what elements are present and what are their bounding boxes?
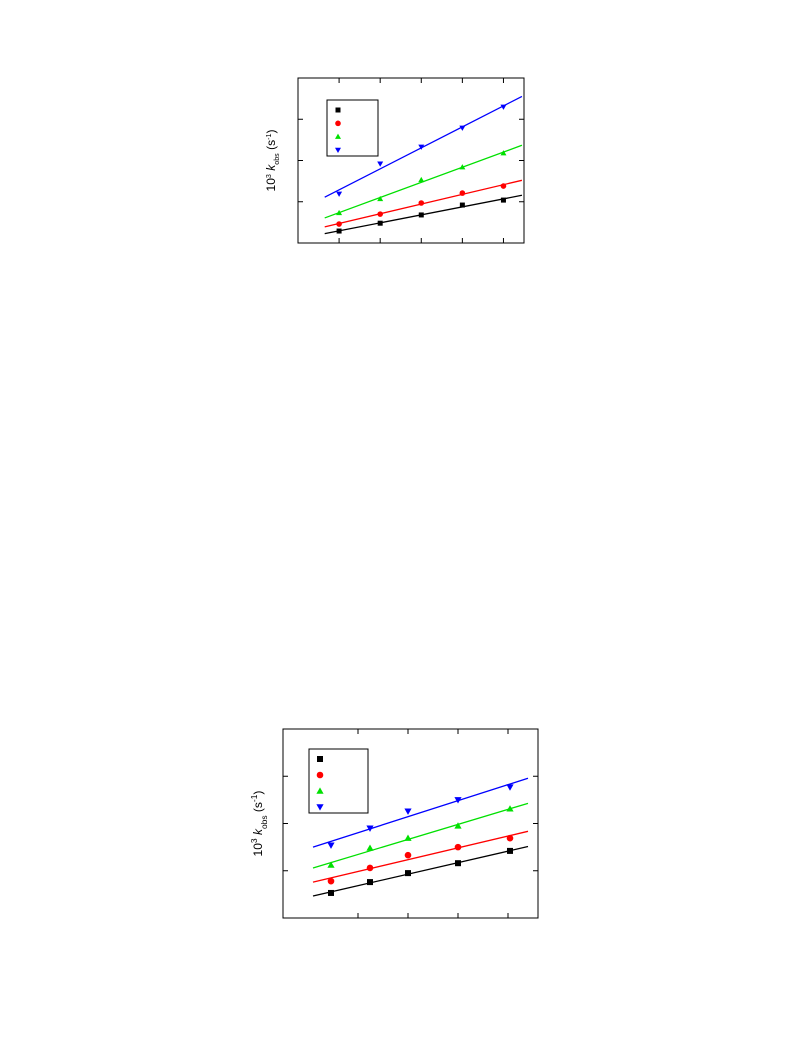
y-axis-label-part: 3: [265, 174, 273, 178]
data-point: [366, 864, 374, 872]
data-point: [455, 860, 461, 867]
data-point: [507, 847, 513, 854]
y-axis-label-part: -1: [249, 794, 259, 802]
data-point: [336, 228, 342, 234]
legend-marker: [335, 120, 341, 127]
y-axis-label: 103 kobs (s-1): [264, 130, 281, 192]
data-point: [500, 197, 506, 203]
data-point: [418, 212, 424, 218]
data-point: [459, 202, 465, 208]
data-point: [404, 834, 412, 841]
data-point: [459, 190, 466, 196]
legend: [326, 99, 379, 157]
data-point: [500, 183, 507, 189]
data-point: [366, 844, 374, 851]
data-point: [418, 144, 425, 150]
y-axis-label-part: 3: [249, 838, 259, 843]
data-point: [327, 842, 335, 849]
data-point: [367, 879, 373, 886]
y-axis-label-part: ): [264, 130, 278, 134]
data-point: [377, 220, 383, 226]
data-point: [506, 805, 514, 812]
y-axis-label-part: (s: [264, 140, 278, 153]
y-axis-label-part: k: [251, 828, 265, 838]
legend-marker: [335, 147, 341, 153]
data-point: [459, 125, 466, 131]
data-point: [405, 870, 411, 877]
data-point: [336, 209, 343, 216]
y-axis-label-part: 10: [251, 843, 265, 857]
data-point: [506, 834, 514, 842]
data-point: [327, 877, 335, 885]
y-axis-label-part: obs: [273, 153, 281, 165]
data-point: [454, 822, 462, 829]
data-point: [377, 195, 384, 202]
data-point: [500, 104, 507, 110]
y-axis-label: 103 kobs (s-1): [249, 791, 269, 857]
legend-marker: [316, 787, 324, 794]
legend-marker: [335, 133, 341, 139]
legend-marker: [317, 756, 323, 762]
data-point: [328, 889, 334, 896]
y-axis-label-part: k: [264, 164, 278, 174]
y-axis-label-part: 10: [264, 178, 278, 192]
fit-line: [312, 777, 529, 848]
y-axis-label-part: -1: [265, 134, 273, 140]
data-point: [377, 211, 383, 217]
data-point: [377, 161, 384, 167]
fit-line: [312, 802, 529, 869]
data-point: [418, 200, 425, 206]
y-axis-label-part: ): [251, 791, 265, 795]
data-point: [454, 843, 462, 851]
data-point: [459, 164, 466, 170]
y-axis-label-part: obs: [259, 815, 269, 829]
data-point: [454, 797, 462, 804]
data-point: [418, 176, 425, 183]
legend-marker: [316, 804, 324, 811]
data-point: [404, 808, 412, 815]
data-point: [336, 191, 343, 197]
data-point: [506, 784, 514, 791]
fit-line: [324, 95, 523, 198]
data-point: [336, 221, 342, 227]
data-point: [404, 851, 412, 859]
data-point: [327, 861, 335, 868]
data-point: [366, 825, 374, 832]
fit-line: [312, 830, 529, 883]
fit-line: [312, 845, 529, 897]
legend-marker: [335, 107, 341, 113]
data-point: [500, 150, 507, 156]
y-axis-label-part: (s: [251, 802, 265, 815]
legend-marker: [316, 771, 324, 779]
